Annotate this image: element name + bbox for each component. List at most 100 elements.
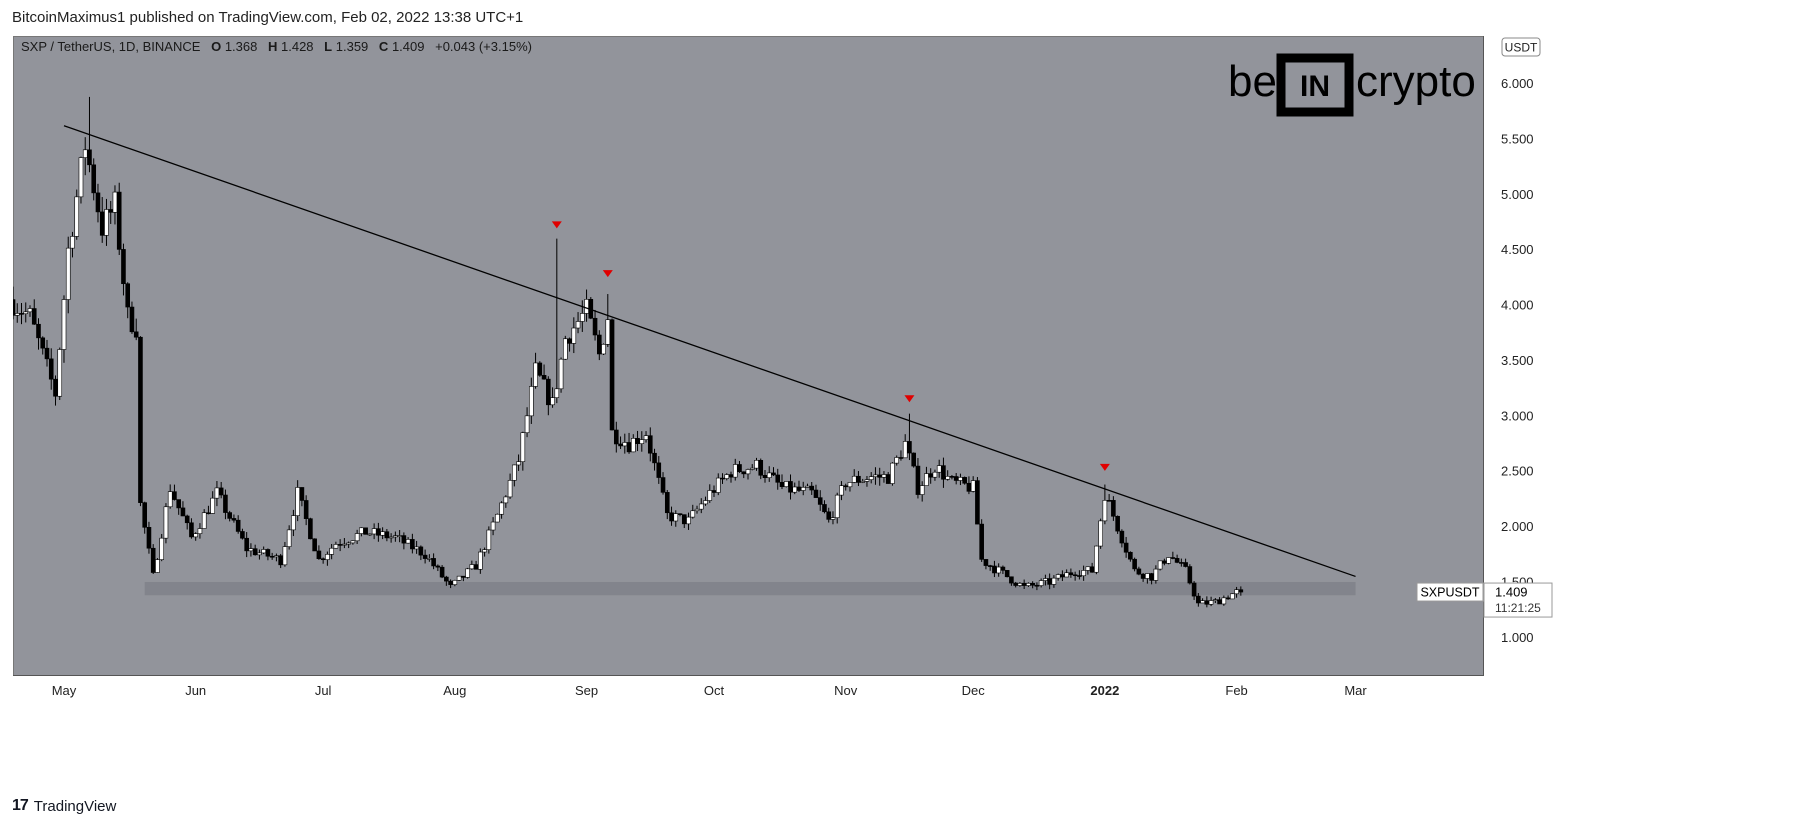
candle-down — [1013, 582, 1018, 586]
bar-countdown: 11:21:25 — [1495, 601, 1541, 615]
candle-down — [537, 362, 543, 376]
candle-down — [1162, 560, 1167, 564]
candle-down — [928, 473, 933, 478]
candle-down — [907, 441, 912, 454]
price-tick-label: 6.000 — [1501, 76, 1534, 91]
candle-up — [57, 349, 63, 397]
candle-up — [1213, 599, 1218, 602]
price-tag-box — [1483, 582, 1553, 618]
symbol-tag: SXPUSDT — [1420, 586, 1479, 600]
candle-up — [495, 513, 500, 523]
candle-up — [82, 149, 88, 158]
candle-up — [868, 476, 874, 480]
candle-down — [180, 507, 186, 517]
candle-down — [227, 512, 232, 519]
candle-up — [325, 554, 330, 560]
candle-down — [252, 548, 258, 556]
candle-down — [885, 474, 891, 484]
candle-up — [354, 533, 360, 542]
candle-up — [291, 515, 296, 531]
candle-down — [121, 249, 126, 285]
candle-down — [1021, 583, 1027, 586]
candle-down — [1238, 589, 1244, 593]
candle-down — [1000, 566, 1006, 571]
candle-up — [945, 476, 950, 480]
candle-down — [826, 511, 832, 520]
candle-down — [223, 494, 228, 513]
candle-up — [830, 517, 836, 520]
candle-up — [27, 308, 33, 313]
candle-down — [1179, 562, 1184, 564]
open-value: 1.368 — [225, 39, 258, 54]
candle-up — [1038, 580, 1044, 586]
candle-up — [571, 327, 577, 344]
candle-up — [214, 487, 220, 499]
candle-up — [342, 543, 347, 546]
candle-down — [44, 347, 50, 360]
descending-trendline[interactable] — [63, 125, 1356, 578]
watermark-center: IN — [1300, 70, 1330, 103]
time-tick-label: Jul — [315, 683, 332, 698]
currency-badge[interactable]: USDT — [1501, 37, 1541, 57]
candle-up — [1085, 566, 1091, 571]
candle-down — [125, 283, 131, 308]
candle-up — [329, 547, 334, 555]
candle-up — [163, 506, 169, 539]
candle-up — [690, 510, 696, 518]
time-axis[interactable]: May Jun Jul Aug Sep Oct Nov Dec 2022 Feb Mar — [13, 675, 1484, 784]
candle-up — [1230, 593, 1235, 600]
candle-down — [91, 164, 97, 194]
candle-up — [834, 494, 840, 519]
candle-up — [749, 467, 755, 470]
support-zone[interactable] — [144, 581, 1356, 596]
plot-background — [13, 36, 1483, 675]
candle-up — [1051, 577, 1057, 585]
candle-down — [265, 549, 271, 557]
chart[interactable]: be IN crypto SXP / TetherUS, 1D, BINANCE… — [13, 36, 1801, 784]
price-tick-label: 4.500 — [1501, 242, 1534, 257]
candle-up — [524, 415, 530, 434]
candle-down — [771, 472, 776, 476]
candle-up — [512, 464, 517, 481]
candle-up — [970, 480, 976, 492]
candle-down — [975, 480, 980, 525]
candle-down — [184, 515, 190, 524]
candle-up — [201, 512, 207, 529]
candle-up — [529, 386, 534, 417]
candle-up — [800, 487, 806, 491]
candle-down — [320, 558, 326, 561]
candle-down — [1132, 558, 1137, 570]
candle-down — [796, 486, 802, 491]
candle-down — [817, 497, 823, 505]
high-label: H — [268, 39, 277, 54]
candle-up — [1094, 545, 1099, 573]
candle-down — [1047, 578, 1052, 585]
candle-down — [1196, 595, 1201, 604]
candle-up — [359, 527, 364, 534]
footer: 17 TradingView — [12, 795, 116, 817]
candle-up — [282, 546, 288, 566]
candle-down — [384, 531, 390, 539]
candle-up — [643, 435, 649, 440]
chart-svg[interactable]: be IN crypto SXP / TetherUS, 1D, BINANCE… — [13, 36, 1801, 784]
open-label: O — [211, 39, 221, 54]
candle-up — [193, 533, 198, 538]
candle-up — [932, 471, 938, 478]
candle-down — [1217, 599, 1222, 605]
candle-up — [397, 535, 402, 537]
candle-down — [138, 336, 143, 503]
candle-down — [1060, 574, 1065, 578]
candle-up — [860, 481, 866, 483]
candle-up — [792, 486, 798, 493]
candle-down — [546, 378, 551, 406]
candle-up — [580, 313, 585, 322]
candle-down — [779, 482, 785, 487]
currency-badge-box — [1501, 37, 1541, 57]
candle-down — [775, 474, 781, 483]
price-axis[interactable]: 6.000 5.500 5.000 4.500 4.000 3.500 3.000 2.500… — [1483, 36, 1801, 784]
candle-up — [261, 549, 266, 554]
candle-down — [146, 527, 152, 549]
candle-up — [516, 461, 521, 466]
candle-down — [461, 575, 466, 578]
change-value: +0.043 (+3.15%) — [435, 39, 532, 54]
